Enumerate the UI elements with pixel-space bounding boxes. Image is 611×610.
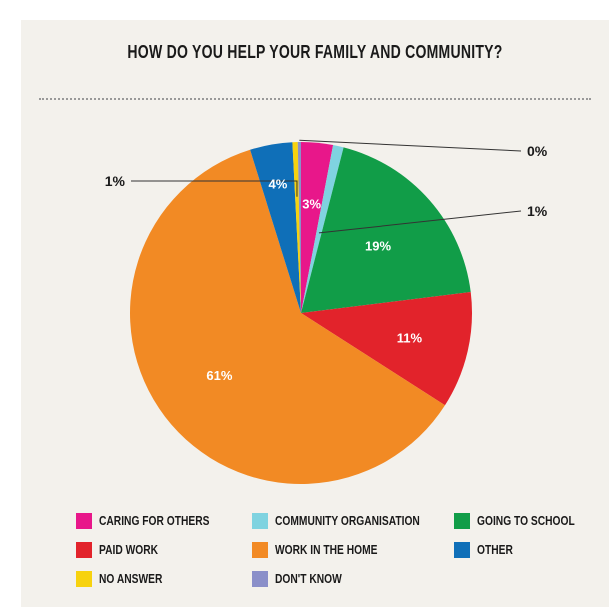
slice-label-other: 4% [269, 176, 288, 191]
legend-swatch [454, 542, 470, 558]
legend-swatch [252, 513, 268, 529]
legend-label: GOING TO SCHOOL [477, 514, 575, 528]
legend-swatch [252, 542, 268, 558]
legend-swatch [76, 571, 92, 587]
chart-panel: HOW DO YOU HELP YOUR FAMILY AND COMMUNIT… [21, 20, 609, 607]
legend-swatch [76, 513, 92, 529]
legend-item-other: OTHER [454, 542, 521, 558]
pie-slice-work-in-the-home [129, 149, 445, 485]
slice-label-paid-work: 11% [397, 331, 423, 346]
legend-item-caring-for-others: CARING FOR OTHERS [76, 513, 234, 529]
slice-label-no-answer: 1% [105, 173, 126, 189]
pie-slice-caring-for-others [301, 142, 334, 313]
legend-item-community-organisation: COMMUNITY ORGANISATION [252, 513, 452, 529]
leader-line-no-answer [131, 180, 298, 197]
pie-slice-community-organisation [301, 145, 344, 313]
slice-label-don-t-know: 0% [527, 143, 548, 159]
pie-chart: 3% 1% 19% 11% 61% 4% 1% 0% [105, 139, 548, 485]
legend-label: PAID WORK [99, 543, 159, 557]
pie-slice-going-to-school [301, 147, 471, 313]
slice-label-community-organisation: 1% [527, 203, 548, 219]
slice-label-work-in-the-home: 61% [206, 368, 232, 383]
legend-item-going-to-school: GOING TO SCHOOL [454, 513, 596, 529]
pie-slice-other [250, 142, 301, 313]
legend-label: DON'T KNOW [275, 572, 342, 586]
legend-swatch [454, 513, 470, 529]
legend-swatch [76, 542, 92, 558]
slice-label-caring-for-others: 3% [302, 197, 321, 212]
pie-slice-no-answer [292, 142, 301, 313]
legend-item-work-in-the-home: WORK IN THE HOME [252, 542, 400, 558]
legend-label: WORK IN THE HOME [275, 543, 378, 557]
legend-label: OTHER [477, 543, 513, 557]
slice-label-going-to-school: 19% [365, 238, 391, 253]
legend-label: COMMUNITY ORGANISATION [275, 514, 420, 528]
chart-title: HOW DO YOU HELP YOUR FAMILY AND COMMUNIT… [127, 42, 503, 62]
legend-label: NO ANSWER [99, 572, 163, 586]
legend-item-dont-know: DON'T KNOW [252, 571, 356, 587]
leader-line-don-t-know [299, 139, 522, 152]
pie-slice-don-t-know [297, 142, 301, 313]
title-divider [39, 98, 591, 100]
legend-swatch [252, 571, 268, 587]
pie-slice-paid-work [301, 292, 472, 406]
legend-label: CARING FOR OTHERS [99, 514, 210, 528]
leader-line-community-organisation [318, 210, 522, 234]
legend-item-no-answer: NO ANSWER [76, 571, 176, 587]
legend-item-paid-work: PAID WORK [76, 542, 171, 558]
